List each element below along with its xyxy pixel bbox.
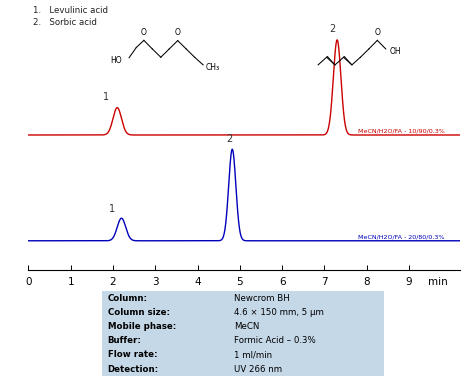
Text: MeCN/H2O/FA - 20/80/0.3%: MeCN/H2O/FA - 20/80/0.3% <box>358 234 445 239</box>
Text: UV 266 nm: UV 266 nm <box>235 365 283 374</box>
Text: MeCN/H2O/FA - 10/90/0.3%: MeCN/H2O/FA - 10/90/0.3% <box>358 128 445 133</box>
Text: 0: 0 <box>25 277 32 287</box>
Text: 6: 6 <box>279 277 285 287</box>
Text: Buffer:: Buffer: <box>108 336 141 345</box>
Text: 1: 1 <box>67 277 74 287</box>
Text: MeCN: MeCN <box>235 322 260 331</box>
Text: 2: 2 <box>109 277 116 287</box>
Text: 7: 7 <box>321 277 328 287</box>
Text: Column size:: Column size: <box>108 308 170 317</box>
Text: min: min <box>428 277 448 287</box>
Text: 4.6 × 150 mm, 5 μm: 4.6 × 150 mm, 5 μm <box>235 308 324 317</box>
Text: 1 ml/min: 1 ml/min <box>235 351 273 359</box>
Text: CH₃: CH₃ <box>205 63 219 72</box>
Text: Mobile phase:: Mobile phase: <box>108 322 176 331</box>
Text: OH: OH <box>389 47 401 56</box>
Text: 3: 3 <box>152 277 159 287</box>
Text: 4: 4 <box>194 277 201 287</box>
Text: 1: 1 <box>103 92 109 102</box>
Text: Detection:: Detection: <box>108 365 159 374</box>
Text: Flow rate:: Flow rate: <box>108 351 157 359</box>
FancyBboxPatch shape <box>102 291 384 376</box>
Text: O: O <box>141 28 147 37</box>
Text: O: O <box>175 28 181 37</box>
Text: 2: 2 <box>329 24 335 34</box>
Text: Formic Acid – 0.3%: Formic Acid – 0.3% <box>235 336 316 345</box>
Text: 2: 2 <box>226 134 232 144</box>
Text: 2.   Sorbic acid: 2. Sorbic acid <box>33 18 97 27</box>
Text: O: O <box>374 28 380 36</box>
Text: 5: 5 <box>237 277 243 287</box>
Text: 1.   Levulinic acid: 1. Levulinic acid <box>33 6 108 16</box>
Text: Column:: Column: <box>108 294 147 302</box>
Text: HO: HO <box>111 56 122 64</box>
Text: Newcrom BH: Newcrom BH <box>235 294 290 302</box>
Text: 9: 9 <box>406 277 412 287</box>
Text: 8: 8 <box>364 277 370 287</box>
Text: 1: 1 <box>109 204 115 214</box>
